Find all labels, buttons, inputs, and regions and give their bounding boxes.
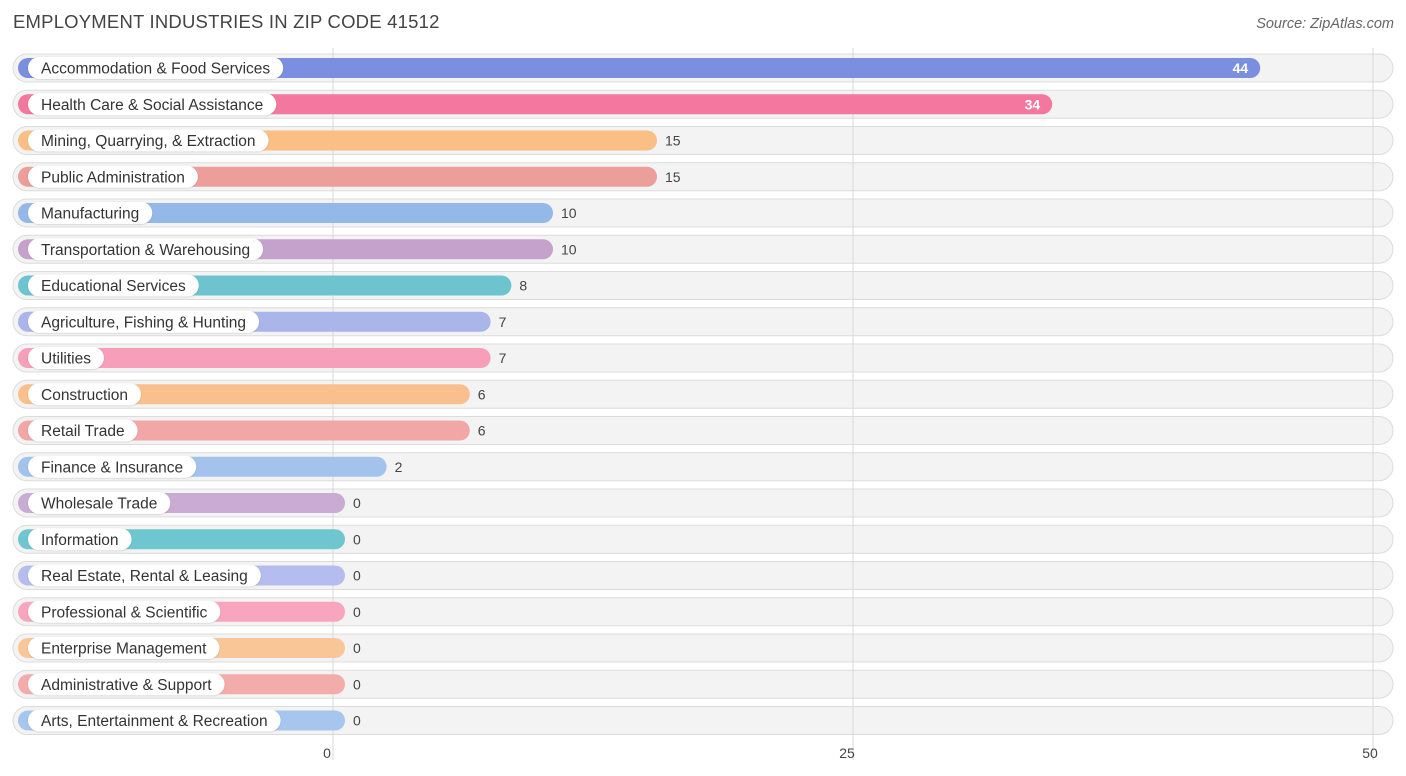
value-label: 0 — [353, 713, 361, 729]
value-label: 7 — [499, 350, 507, 366]
category-label: Health Care & Social Assistance — [41, 97, 263, 114]
category-label-pill — [28, 455, 197, 478]
bar-row: Health Care & Social Assistance 34 — [18, 93, 1053, 116]
category-label-pill — [28, 383, 142, 406]
category-label-pill — [28, 600, 221, 623]
x-tick-label: 25 — [839, 745, 855, 761]
bar-row: Professional & Scientific 0 — [18, 600, 361, 623]
bar-row: Transportation & Warehousing 10 — [18, 238, 577, 261]
chart-title: EMPLOYMENT INDUSTRIES IN ZIP CODE 41512 — [13, 11, 440, 32]
category-label: Mining, Quarrying, & Extraction — [41, 133, 256, 150]
category-label: Finance & Insurance — [41, 459, 183, 476]
bar-row: Information 0 — [18, 528, 361, 551]
bar-row: Wholesale Trade 0 — [18, 492, 361, 514]
category-label: Administrative & Support — [41, 677, 212, 694]
value-label: 7 — [499, 314, 507, 330]
category-label-pill — [28, 202, 153, 224]
bar-row: Construction 6 — [18, 383, 486, 406]
row-background — [12, 488, 1394, 518]
bar — [18, 203, 553, 223]
row-background — [12, 561, 1394, 590]
row-background — [12, 706, 1394, 735]
category-label-pill — [28, 310, 260, 333]
row-background — [12, 669, 1394, 699]
category-label: Agriculture, Fishing & Hunting — [41, 314, 246, 331]
category-label: Real Estate, Rental & Leasing — [41, 568, 248, 585]
category-label-pill — [28, 57, 284, 79]
bar — [18, 348, 491, 368]
category-label-pill — [28, 637, 220, 659]
bar-row: Arts, Entertainment & Recreation 0 — [18, 709, 361, 732]
value-label: 10 — [561, 241, 577, 257]
bar — [18, 94, 1053, 115]
category-label: Professional & Scientific — [41, 604, 208, 621]
bar-row: Educational Services 8 — [18, 274, 527, 297]
value-label: 0 — [353, 640, 361, 656]
value-label: 34 — [1025, 96, 1041, 112]
category-label-pill — [28, 709, 281, 732]
category-label-pill — [28, 492, 171, 514]
bar-row: Utilities 7 — [18, 347, 507, 369]
x-tick-label: 0 — [323, 745, 331, 761]
category-label-pill — [28, 528, 132, 551]
value-label: 44 — [1233, 60, 1249, 76]
category-label-pill — [28, 419, 138, 442]
bar — [18, 58, 1261, 78]
category-label: Accommodation & Food Services — [41, 61, 270, 78]
value-label: 0 — [353, 604, 361, 620]
row-background — [12, 633, 1394, 663]
x-tick-label: 50 — [1362, 745, 1378, 761]
bar-row: Accommodation & Food Services 44 — [18, 57, 1261, 79]
category-label-pill — [28, 673, 225, 696]
source-note: Source: ZipAtlas.com — [1256, 16, 1394, 32]
value-label: 0 — [353, 495, 361, 511]
value-label: 0 — [353, 568, 361, 584]
category-label: Arts, Entertainment & Recreation — [41, 713, 268, 730]
value-label: 10 — [561, 205, 577, 221]
bar-row: Retail Trade 6 — [18, 419, 486, 442]
category-label: Retail Trade — [41, 423, 125, 440]
category-label-pill — [28, 347, 104, 369]
bar-row: Agriculture, Fishing & Hunting 7 — [18, 310, 507, 333]
category-label-pill — [28, 274, 199, 297]
category-label-pill — [28, 564, 261, 587]
value-label: 6 — [478, 423, 486, 439]
category-label: Construction — [41, 387, 128, 404]
bar-row: Public Administration 15 — [18, 165, 681, 188]
category-label: Utilities — [41, 351, 91, 368]
category-label: Wholesale Trade — [41, 496, 157, 513]
row-background — [12, 597, 1394, 627]
bar-row: Finance & Insurance 2 — [18, 455, 403, 478]
value-label: 2 — [395, 459, 403, 475]
category-label-pill — [28, 238, 264, 261]
value-label: 8 — [519, 278, 527, 294]
bar-row: Enterprise Management 0 — [18, 637, 361, 659]
category-label-pill — [28, 129, 269, 152]
bar-row: Manufacturing 10 — [18, 202, 577, 224]
bar-row: Real Estate, Rental & Leasing 0 — [18, 564, 361, 587]
category-label: Information — [41, 532, 119, 549]
value-label: 0 — [353, 531, 361, 547]
category-label: Manufacturing — [41, 206, 139, 223]
bar-row: Mining, Quarrying, & Extraction 15 — [18, 129, 681, 152]
category-label: Public Administration — [41, 169, 185, 186]
category-label: Educational Services — [41, 278, 186, 295]
value-label: 0 — [353, 676, 361, 692]
category-label-pill — [28, 165, 198, 188]
value-label: 6 — [478, 386, 486, 402]
category-label-pill — [28, 93, 277, 116]
value-label: 15 — [665, 133, 681, 149]
row-background — [12, 524, 1394, 554]
bar-row: Administrative & Support 0 — [18, 673, 361, 696]
category-label: Enterprise Management — [41, 641, 207, 658]
value-label: 15 — [665, 169, 681, 185]
category-label: Transportation & Warehousing — [41, 242, 250, 259]
